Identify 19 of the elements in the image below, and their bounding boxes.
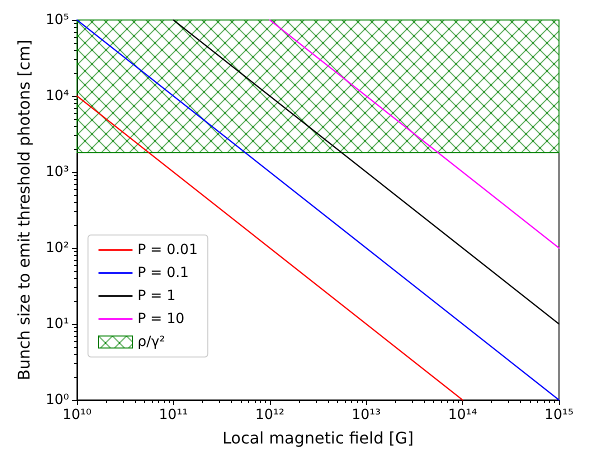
x-tick-label: 10¹³ <box>352 407 381 423</box>
x-axis-title: Local magnetic field [G] <box>222 428 414 448</box>
x-tick-label: 10¹⁰ <box>62 407 92 423</box>
y-tick-label: 10² <box>46 240 69 256</box>
y-axis-title: Bunch size to emit threshold photons [cm] <box>14 40 34 380</box>
y-tick-label: 10⁴ <box>46 88 70 104</box>
x-tick-label: 10¹¹ <box>158 407 188 423</box>
legend-label: ρ/γ² <box>138 334 166 350</box>
y-tick-label: 10⁰ <box>46 392 70 408</box>
x-tick-label: 10¹⁵ <box>544 407 574 423</box>
y-tick-label: 10⁵ <box>46 12 69 28</box>
legend-label: P = 1 <box>138 288 176 304</box>
y-tick-label: 10³ <box>46 164 69 180</box>
x-tick-label: 10¹⁴ <box>448 407 478 423</box>
legend-label: P = 0.01 <box>138 242 198 258</box>
legend-label: P = 0.1 <box>138 265 189 281</box>
y-tick-label: 10¹ <box>46 316 69 332</box>
x-tick-label: 10¹² <box>255 407 284 423</box>
legend-label: P = 10 <box>138 311 184 327</box>
